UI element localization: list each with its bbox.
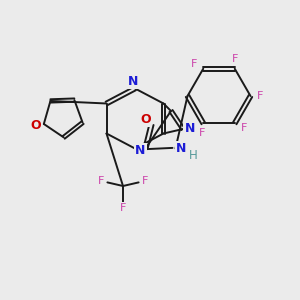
Text: N: N — [176, 142, 186, 155]
Text: F: F — [199, 128, 205, 138]
Text: N: N — [128, 75, 139, 88]
Text: F: F — [98, 176, 104, 186]
Text: F: F — [257, 91, 263, 101]
Text: F: F — [232, 54, 238, 64]
Text: F: F — [120, 203, 126, 213]
Text: O: O — [141, 112, 152, 126]
Text: N: N — [135, 143, 146, 157]
Text: N: N — [184, 122, 195, 136]
Text: F: F — [142, 176, 148, 186]
Text: F: F — [191, 59, 197, 69]
Text: H: H — [188, 148, 197, 162]
Text: F: F — [241, 123, 247, 133]
Text: O: O — [30, 119, 41, 132]
